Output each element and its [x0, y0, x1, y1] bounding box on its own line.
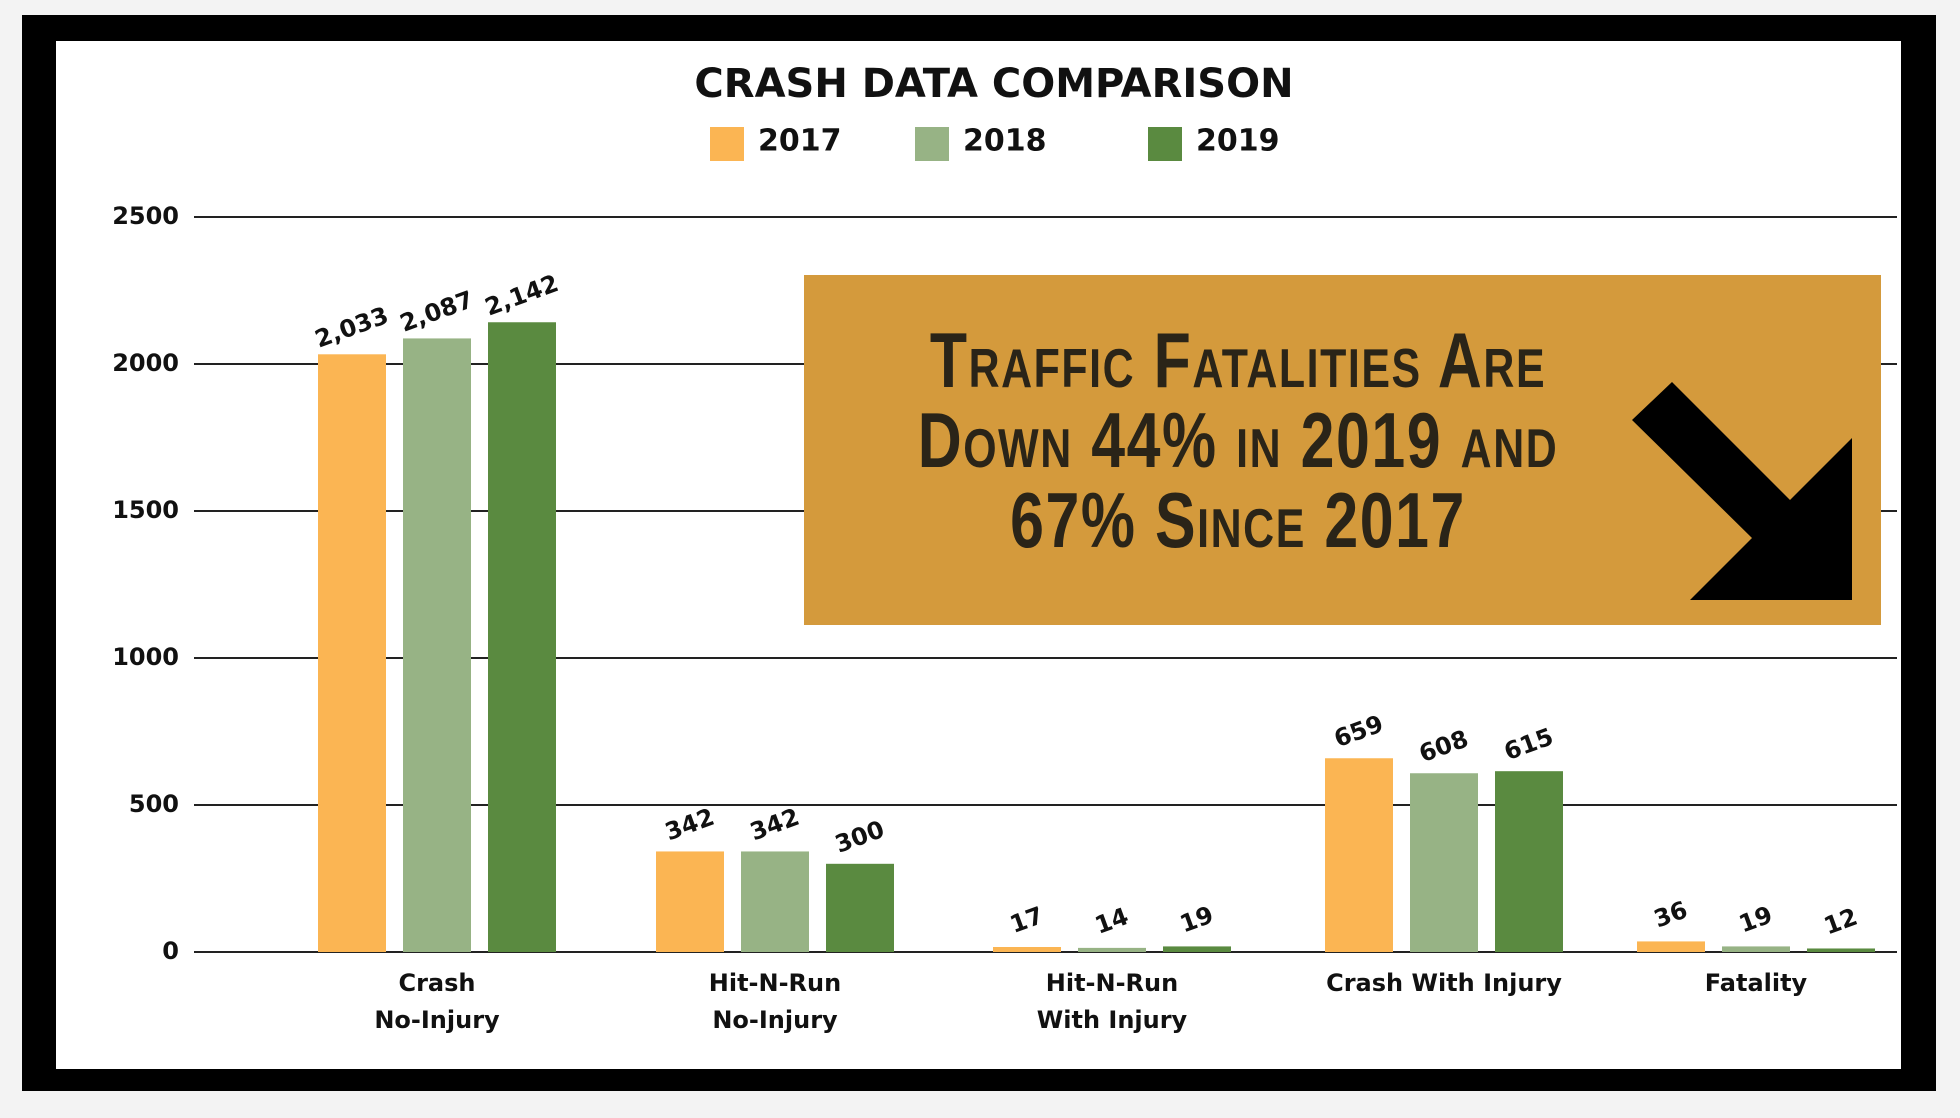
legend-swatch — [915, 127, 949, 161]
y-tick-label: 1000 — [112, 643, 179, 671]
y-tick-label: 2500 — [112, 202, 179, 230]
legend-label: 2017 — [758, 124, 842, 159]
y-tick-label: 500 — [129, 790, 179, 818]
legend-swatch — [710, 127, 744, 161]
legend-label: 2018 — [963, 124, 1047, 159]
chart-title: CRASH DATA COMPARISON — [694, 61, 1293, 107]
bar — [1078, 947, 1146, 952]
x-tick-label: Crash With Injury — [1326, 969, 1562, 997]
bar — [318, 354, 386, 953]
y-tick-label: 2000 — [112, 349, 179, 377]
x-tick-label: Hit-N-Run With Injury — [1036, 969, 1188, 1034]
bar — [1722, 946, 1790, 952]
annotation: Traffic Fatalities Are Down 44% in 2019 … — [917, 316, 1559, 564]
bar — [1495, 771, 1563, 952]
bar — [826, 863, 894, 952]
x-tick-label: Crash No-Injury — [374, 969, 500, 1034]
legend-label: 2019 — [1196, 124, 1280, 159]
bar — [1163, 946, 1231, 952]
bar — [656, 851, 724, 952]
y-tick-label: 1500 — [112, 496, 179, 524]
bar — [1410, 773, 1478, 952]
x-tick-label: Fatality — [1704, 969, 1808, 997]
bar — [993, 947, 1061, 952]
bar — [403, 338, 471, 952]
bar — [741, 851, 809, 952]
bar — [1637, 941, 1705, 952]
x-tick-label: Hit-N-Run No-Injury — [708, 969, 842, 1034]
bar — [1807, 948, 1875, 952]
legend-swatch — [1148, 127, 1182, 161]
bar — [488, 322, 556, 952]
bar — [1325, 758, 1393, 952]
y-tick-label: 0 — [162, 937, 179, 965]
arrow — [1632, 382, 1852, 600]
